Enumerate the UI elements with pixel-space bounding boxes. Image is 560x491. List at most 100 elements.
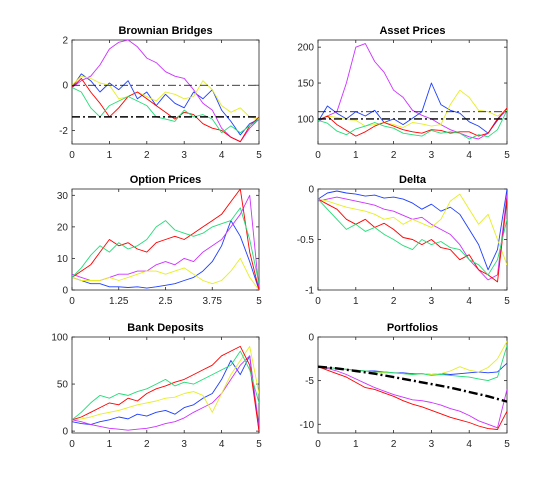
series-line-5 xyxy=(72,207,259,284)
subplot-title: Brownian Bridges xyxy=(118,25,212,37)
x-tick-label: 2 xyxy=(391,439,397,450)
y-tick-label: 100 xyxy=(51,333,68,344)
series-line-3 xyxy=(318,89,507,128)
series-group xyxy=(318,43,507,140)
y-tick-label: 200 xyxy=(297,43,314,54)
series-line-3 xyxy=(72,257,259,290)
series-line-4 xyxy=(72,77,259,143)
series-line-4 xyxy=(318,366,507,430)
x-tick-label: 0 xyxy=(69,439,75,450)
series-line-1 xyxy=(318,189,507,271)
x-tick-label: 0 xyxy=(315,439,321,450)
y-tick-label: -5 xyxy=(305,376,314,387)
x-tick-label: 3.75 xyxy=(203,296,223,307)
x-tick-label: 2 xyxy=(391,150,397,161)
x-tick-label: 3 xyxy=(181,439,187,450)
series-line-3 xyxy=(72,75,259,120)
x-tick-label: 4 xyxy=(466,296,472,307)
series-group xyxy=(318,189,507,283)
x-tick-label: 1 xyxy=(353,296,359,307)
series-line-4 xyxy=(318,198,507,283)
subplot-portfolio: Portfolios 0 1 2 3 4 5 -10 -5 0 xyxy=(300,322,511,450)
y-tick-label: 0 xyxy=(308,185,314,196)
x-tick-label: 2 xyxy=(391,296,397,307)
axes-layer: Brownian Bridges 0 1 2 3 4 5 -2 0 2 Asset Prices 0 1… xyxy=(51,25,510,450)
series-line-4 xyxy=(72,345,259,432)
x-tick-label: 0 xyxy=(69,150,75,161)
x-tick-label: 1 xyxy=(353,439,359,450)
x-tick-label: 4 xyxy=(219,150,225,161)
subplot-title: Bank Deposits xyxy=(127,322,203,334)
series-line-5 xyxy=(318,110,507,140)
y-tick-label: 10 xyxy=(57,254,69,265)
y-tick-label: 2 xyxy=(62,36,68,47)
y-tick-label: 100 xyxy=(297,114,314,125)
series-line-1 xyxy=(318,82,507,134)
series-line-3 xyxy=(318,193,507,265)
x-tick-label: 3 xyxy=(429,439,435,450)
series-line-5 xyxy=(72,87,259,134)
series-line-2 xyxy=(72,40,259,143)
y-tick-label: 150 xyxy=(297,79,314,90)
y-tick-label: -2 xyxy=(59,126,68,137)
series-group xyxy=(72,345,259,432)
series-line-1 xyxy=(72,220,259,290)
series-line-3 xyxy=(72,345,259,421)
x-tick-label: 1 xyxy=(353,150,359,161)
series-line-6 xyxy=(318,365,507,403)
x-tick-label: 3 xyxy=(181,150,187,161)
x-tick-label: 5 xyxy=(504,296,510,307)
series-line-2 xyxy=(318,366,507,429)
y-tick-label: 0 xyxy=(308,333,314,344)
y-tick-label: 50 xyxy=(57,380,69,391)
y-tick-label: 20 xyxy=(57,222,69,233)
x-tick-label: 2 xyxy=(144,150,150,161)
x-tick-label: 3 xyxy=(429,150,435,161)
x-tick-label: 5 xyxy=(256,296,262,307)
series-group xyxy=(318,341,507,430)
y-tick-label: -10 xyxy=(300,420,315,431)
series-group xyxy=(72,189,259,290)
x-tick-label: 5 xyxy=(256,150,262,161)
x-tick-label: 4 xyxy=(219,439,225,450)
x-tick-label: 3 xyxy=(429,296,435,307)
subplot-title: Portfolios xyxy=(387,322,438,334)
subplot-brownian: Brownian Bridges 0 1 2 3 4 5 -2 0 2 xyxy=(59,25,262,161)
x-tick-label: 5 xyxy=(504,439,510,450)
subplot-asset: Asset Prices 0 1 2 3 4 5 100 150 200 xyxy=(297,25,510,161)
x-tick-label: 1.25 xyxy=(109,296,129,307)
y-tick-label: -0.5 xyxy=(297,235,315,246)
y-tick-label: 0 xyxy=(62,427,68,438)
series-line-5 xyxy=(72,350,259,421)
series-line-5 xyxy=(318,345,507,382)
subplot-option: Option Prices 0 1.25 2.5 3.75 5 0 10 20 30 xyxy=(57,174,262,307)
x-tick-label: 5 xyxy=(256,439,262,450)
x-tick-label: 4 xyxy=(466,150,472,161)
x-tick-label: 0 xyxy=(69,296,75,307)
series-line-2 xyxy=(318,43,507,140)
x-tick-label: 1 xyxy=(107,150,113,161)
x-tick-label: 1 xyxy=(107,439,113,450)
x-tick-label: 0 xyxy=(315,150,321,161)
x-tick-label: 4 xyxy=(466,439,472,450)
x-tick-label: 0 xyxy=(315,296,321,307)
plot-area xyxy=(317,39,508,145)
x-tick-label: 5 xyxy=(504,150,510,161)
y-tick-label: 30 xyxy=(57,191,69,202)
y-tick-label: 0 xyxy=(62,286,68,297)
x-tick-label: 2.5 xyxy=(159,296,173,307)
y-tick-label: 0 xyxy=(62,81,68,92)
y-tick-label: -1 xyxy=(305,286,314,297)
subplot-title: Option Prices xyxy=(130,174,202,186)
series-line-1 xyxy=(72,73,259,136)
subplot-title: Asset Prices xyxy=(379,25,445,37)
plot-area xyxy=(317,336,508,434)
x-tick-label: 2 xyxy=(144,439,150,450)
series-line-2 xyxy=(72,355,259,431)
subplot-title: Delta xyxy=(399,174,427,186)
series-group xyxy=(72,40,259,143)
subplot-delta: Delta 0 1 2 3 4 5 -1 -0.5 0 xyxy=(297,174,510,307)
series-line-5 xyxy=(318,198,507,276)
